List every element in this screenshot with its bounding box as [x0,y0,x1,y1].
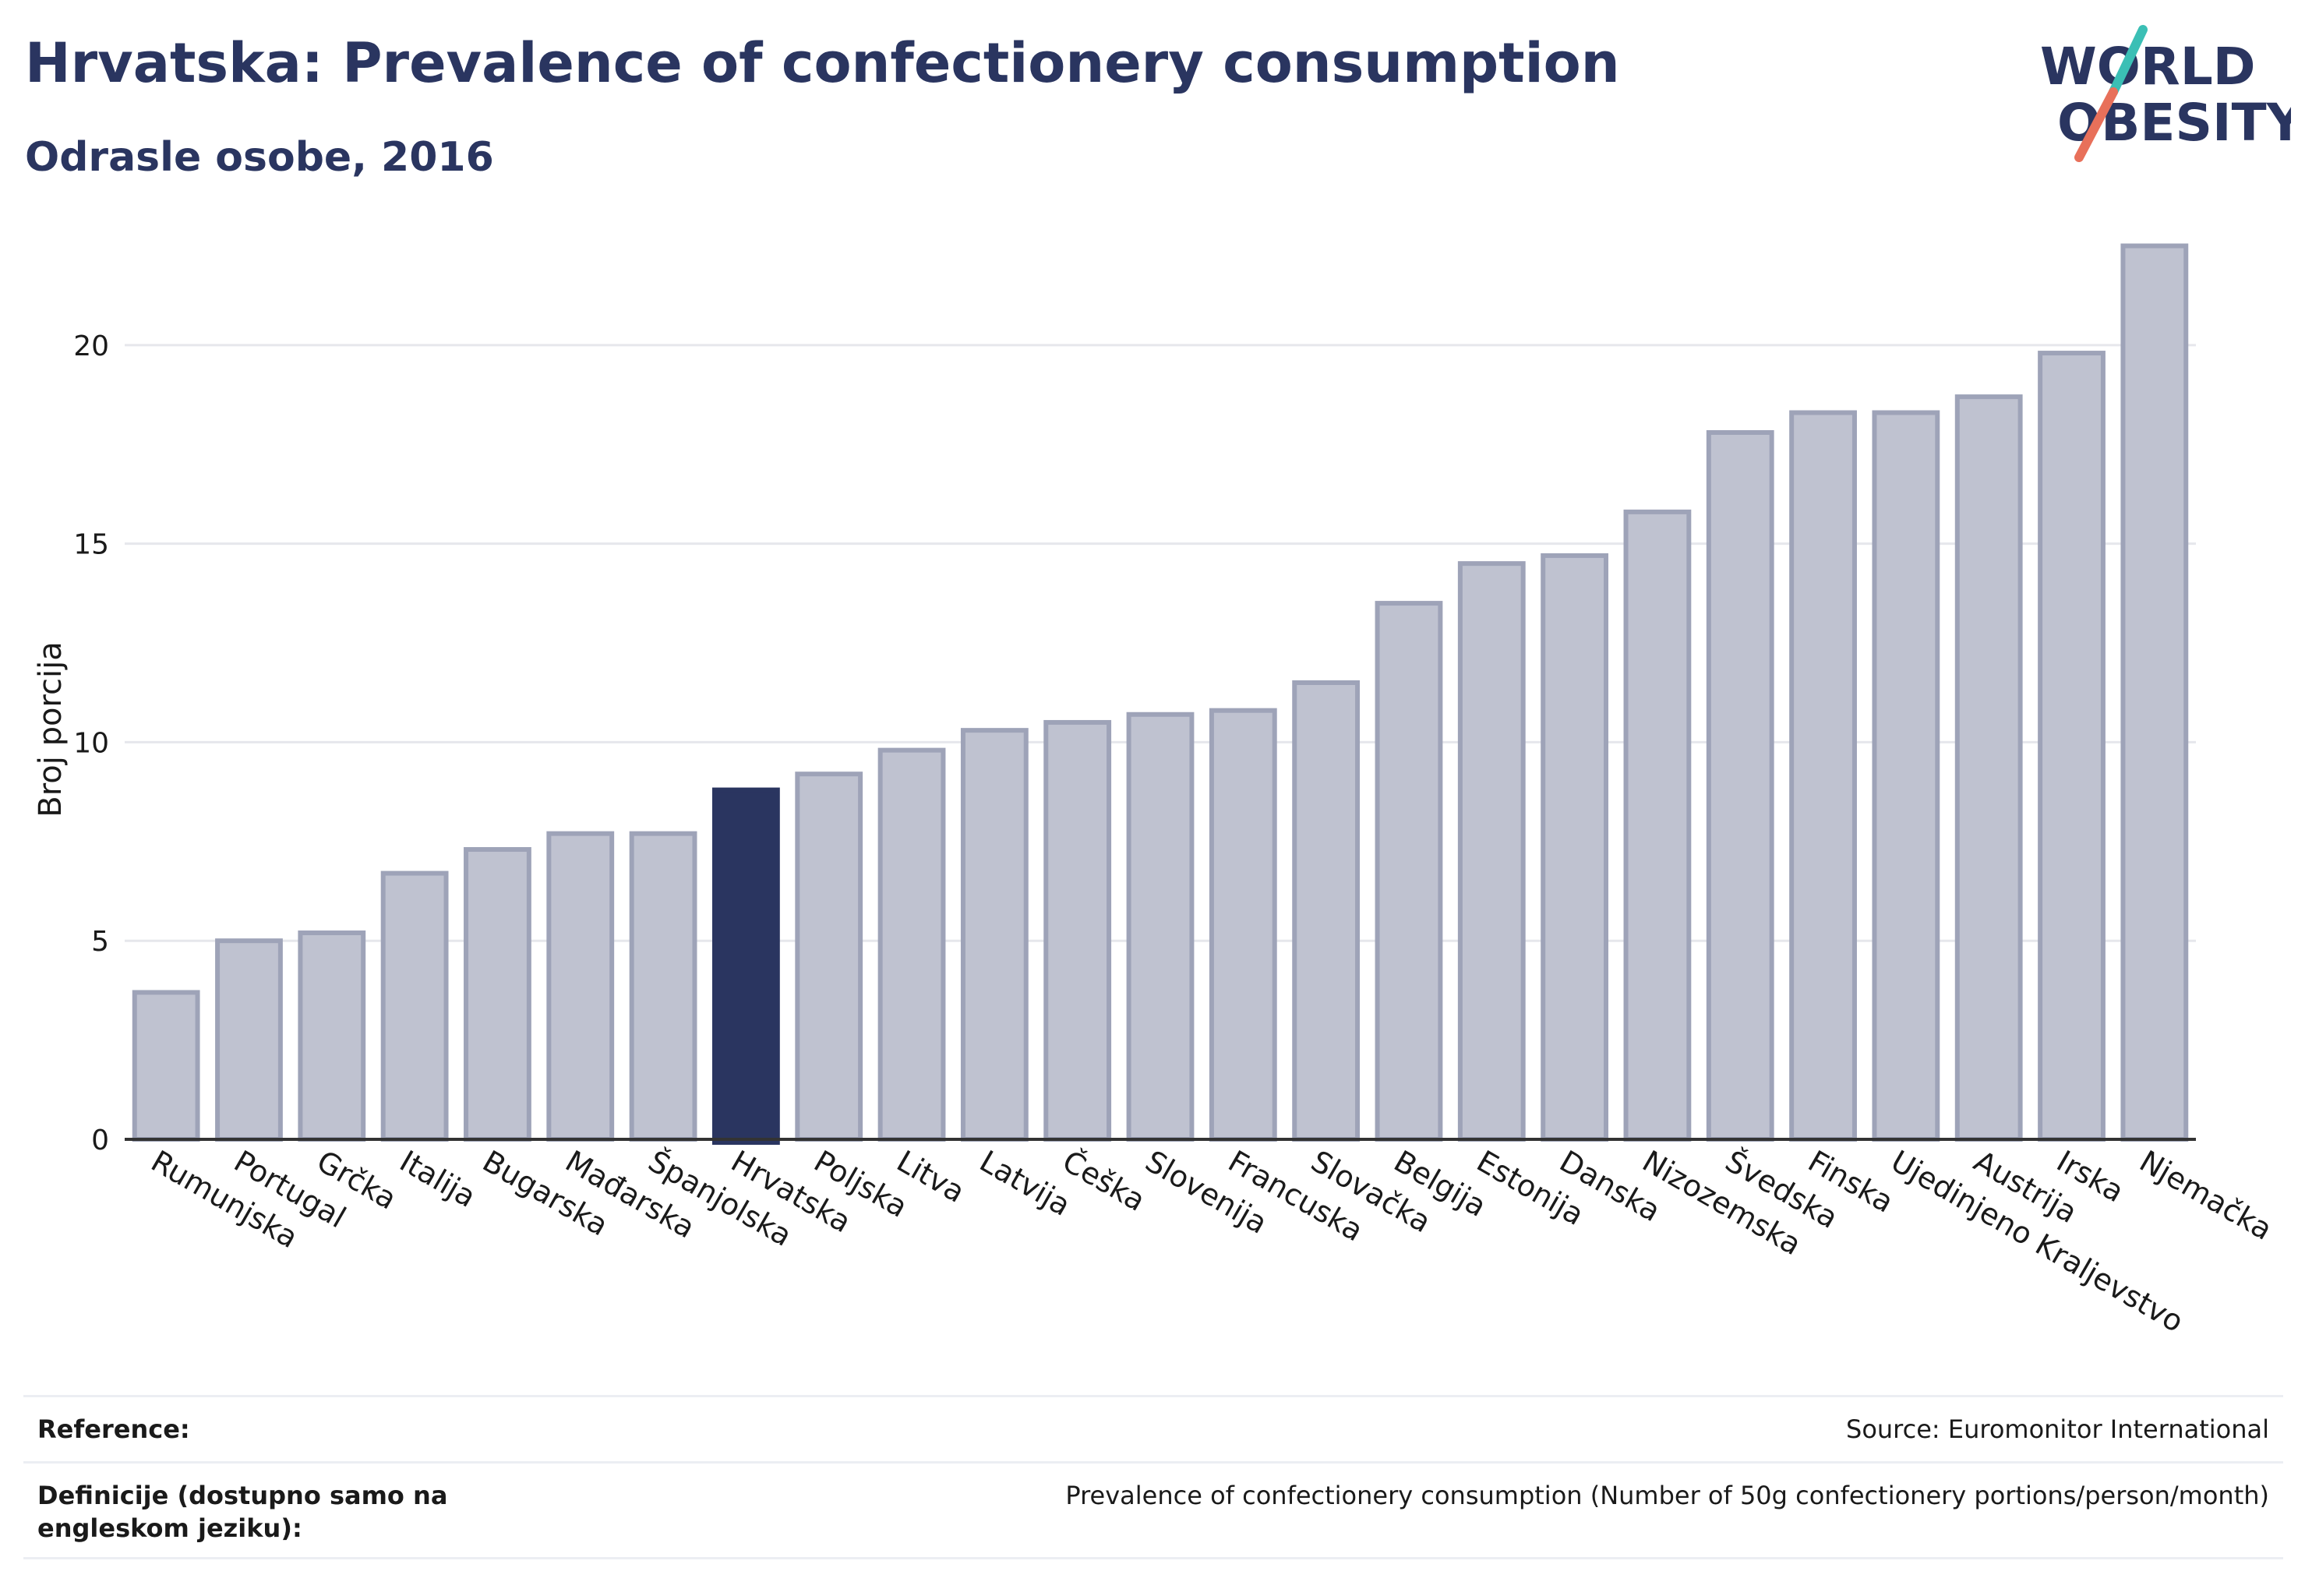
bar-slovenija [1126,711,1195,1142]
bar-ujedinjeno-kraljevstvo [1872,410,1940,1142]
chart-subtitle: Odrasle osobe, 2016 [25,134,494,181]
y-tick-labels: 0 5 10 15 20 [73,330,109,1156]
x-tick-label: Njemačka [2134,1144,2278,1247]
y-tick-label: 15 [73,529,109,561]
world-obesity-logo: WORLD OBESITY [2040,25,2291,162]
bar-poljska [795,772,863,1142]
definition-label: Definicije (dostupno samo na engleskom j… [37,1481,448,1543]
bars [132,243,2189,1145]
reference-label: Reference: [37,1414,190,1444]
bar-finska [1789,410,1857,1142]
bar-danska [1541,553,1609,1142]
logo-slash-bottom [2074,87,2118,162]
footer-row-reference: Reference: Source: Euromonitor Internati… [23,1395,2283,1461]
bar-hrvatska [711,787,780,1145]
bar-francuska [1209,708,1277,1142]
bar-portugal [215,938,283,1142]
footer-row-definition: Definicije (dostupno samo na engleskom j… [23,1461,2283,1559]
x-tick-label: Češka [1057,1144,1151,1218]
y-tick-label: 0 [91,1125,109,1156]
logo-slash-top [2109,25,2148,97]
bar-grčka [298,930,366,1142]
logo-line1: WORLD [2040,37,2256,97]
bar-mađarska [546,831,615,1142]
bar-švedska [1706,429,1774,1142]
bar-litva [877,747,946,1142]
bar-njemačka [2120,243,2189,1142]
bar-češka [1043,719,1112,1142]
bar-bugarska [464,847,531,1142]
bar-irska [2038,351,2106,1142]
definition-value: Prevalence of confectionery consumption … [1065,1481,2269,1510]
footer-table: Reference: Source: Euromonitor Internati… [23,1395,2283,1559]
y-axis-label: Broj porcija [33,641,69,817]
bar-belgija [1375,601,1443,1142]
bar-austrija [1954,394,2023,1142]
y-tick-label: 10 [73,727,109,759]
bar-rumunjska [132,990,200,1142]
x-tick-labels: RumunjskaPortugalGrčkaItalijaBugarskaMađ… [146,1144,2279,1340]
reference-value: Source: Euromonitor International [1846,1414,2269,1444]
bar-slovačka [1292,680,1361,1142]
bar-chart: 0 5 10 15 20 RumunjskaPortugalGrčkaItalijaBu… [33,243,2279,1340]
chart-title: Hrvatska: Prevalence of confectionery co… [25,31,1620,95]
y-tick-label: 20 [73,330,109,362]
y-tick-label: 5 [91,926,109,958]
bar-estonija [1457,561,1526,1142]
bar-nizozemska [1623,509,1692,1142]
x-tick-label: Italija [394,1144,482,1214]
bar-latvija [960,728,1029,1142]
x-tick-label: Latvija [974,1144,1076,1223]
bar-španjolska [629,831,697,1142]
bar-italija [380,870,449,1142]
